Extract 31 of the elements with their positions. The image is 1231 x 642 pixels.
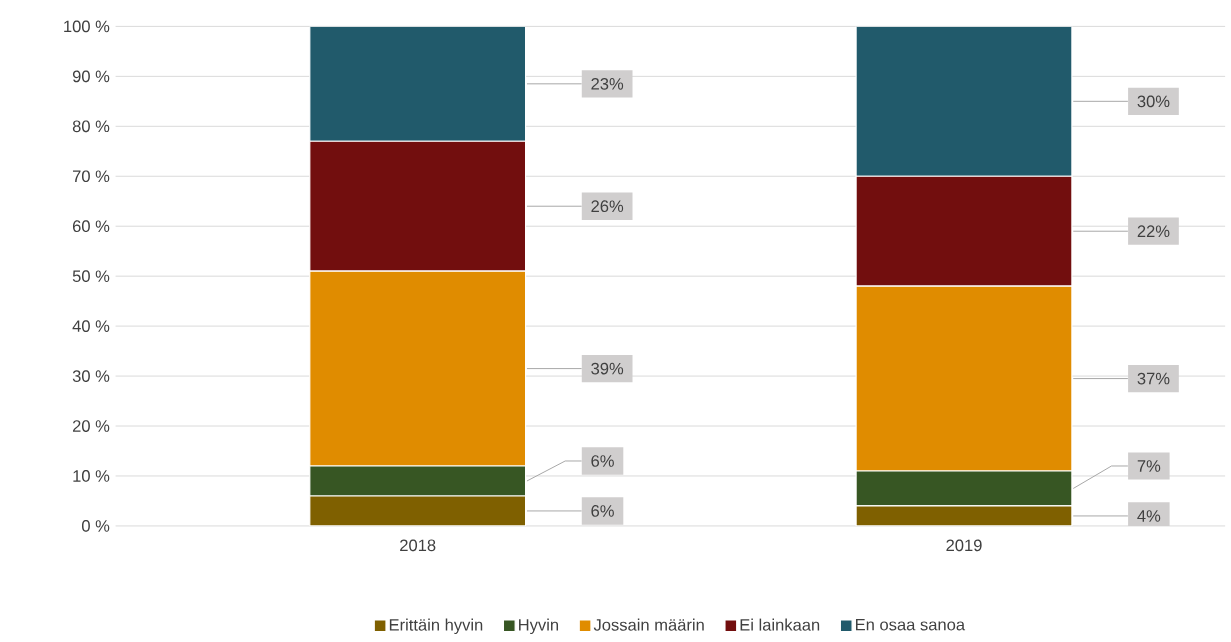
- y-tick-label: 10 %: [73, 469, 110, 482]
- y-tick-label: 40 %: [72, 320, 110, 332]
- data-label: 30%: [1137, 95, 1170, 108]
- legend-label: Jossain määrin: [593, 618, 704, 631]
- data-label: 7%: [1137, 460, 1161, 472]
- data-label: 37%: [1137, 372, 1170, 385]
- data-label: 4%: [1137, 510, 1161, 522]
- y-tick-label: 50 %: [72, 270, 110, 282]
- data-label: 23%: [591, 77, 624, 90]
- data-label: 26%: [591, 200, 624, 212]
- bar: [309, 495, 527, 526]
- legend-label: Ei lainkaan: [740, 618, 820, 631]
- y-tick-label: 90 %: [72, 70, 110, 83]
- x-tick-label: 2018: [400, 539, 436, 552]
- legend-label: En osaa sanoa: [855, 618, 966, 631]
- legend-label: Hyvin: [519, 618, 559, 634]
- y-tick-label: 30 %: [72, 370, 110, 382]
- y-tick-label: 100 %: [64, 20, 110, 33]
- y-tick-label: 60 %: [72, 220, 110, 232]
- bar: [855, 26, 1073, 177]
- data-label: 6%: [591, 455, 614, 467]
- data-label: 6%: [591, 504, 614, 517]
- y-tick-label: 20 %: [72, 420, 110, 432]
- legend-label: Erittäin hyvin: [389, 618, 483, 634]
- data-label: 22%: [1137, 225, 1170, 237]
- y-tick-label: 80 %: [72, 120, 110, 133]
- y-tick-label: 0 %: [81, 519, 110, 532]
- data-label: 39%: [591, 362, 624, 375]
- y-tick-label: 70 %: [72, 170, 110, 182]
- bar: [309, 26, 527, 142]
- x-tick-label: 2019: [946, 539, 982, 552]
